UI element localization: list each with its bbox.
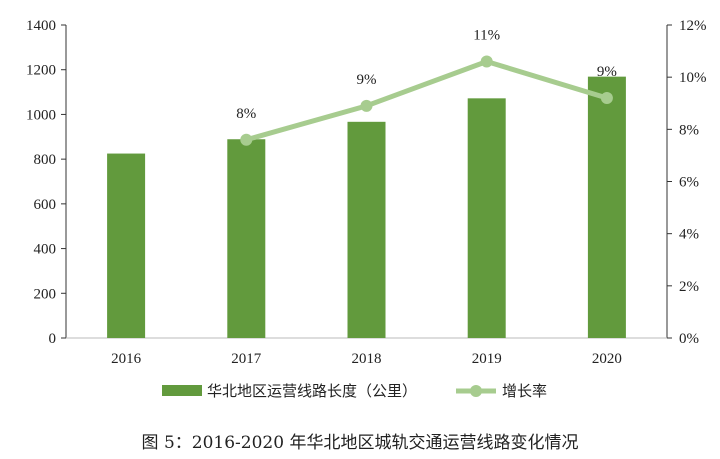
x-tick-label: 2019 — [472, 351, 502, 367]
growth-point — [360, 99, 373, 112]
right-tick-label: 4% — [679, 227, 699, 243]
bar — [347, 121, 386, 338]
left-tick-label: 800 — [34, 152, 57, 168]
growth-point — [480, 55, 493, 68]
data-label: 9% — [357, 72, 377, 88]
left-tick-label: 400 — [34, 242, 57, 258]
x-tick-label: 2018 — [352, 351, 382, 367]
left-tick-label: 1000 — [26, 107, 56, 123]
legend-label-bar: 华北地区运营线路长度（公里） — [207, 383, 417, 400]
right-tick-label: 12% — [679, 18, 707, 34]
data-label: 11% — [473, 28, 500, 44]
left-tick-label: 0 — [49, 331, 57, 347]
legend-label-line: 增长率 — [502, 383, 547, 400]
growth-point — [600, 92, 613, 105]
legend-swatch-bar — [162, 385, 202, 396]
bar — [227, 139, 266, 338]
bar — [107, 153, 146, 338]
left-tick-label: 1200 — [26, 63, 56, 79]
right-tick-label: 6% — [679, 175, 699, 191]
data-label: 9% — [597, 64, 617, 80]
right-tick-label: 8% — [679, 122, 699, 138]
right-tick-label: 0% — [679, 331, 699, 347]
right-tick-label: 2% — [679, 279, 699, 295]
growth-point — [240, 133, 253, 146]
bar — [587, 76, 626, 339]
right-tick-label: 10% — [679, 70, 707, 86]
x-tick-label: 2016 — [111, 351, 142, 367]
bar — [467, 98, 506, 339]
x-tick-label: 2020 — [592, 351, 622, 367]
growth-line — [245, 58, 608, 143]
left-tick-label: 200 — [34, 286, 57, 302]
chart: 0 200 400 600 800 1000 1200 1400 0% 2% 4% 6% 8% 10% 12… — [26, 18, 707, 400]
left-tick-label: 600 — [34, 197, 57, 213]
figure-caption: 图 5：2016-2020 年华北地区城轨交通运营线路变化情况 — [141, 433, 579, 453]
x-tick-label: 2017 — [231, 351, 262, 367]
data-label: 8% — [236, 106, 256, 122]
left-tick-label: 1400 — [26, 18, 56, 34]
legend-marker — [470, 385, 482, 397]
